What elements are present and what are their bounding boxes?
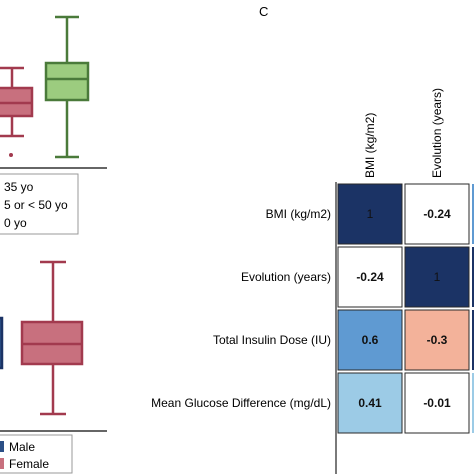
heatmap-cell-cropped [472,310,474,370]
heatmap-cell-value: -0.24 [423,207,451,221]
heatmap-cell-value: -0.3 [427,333,448,347]
heatmap-col-labels: BMI (kg/m2) Evolution (years) [363,88,444,178]
legend-bottom: Male Female [0,434,73,474]
heatmap-cell [404,372,470,434]
heatmap-cell-cropped [472,184,474,244]
heatmap-cells: 1 -0.24 -0.24 1 0.6 -0.3 0.41 -0.01 [337,183,474,434]
box-blue-box-edge [0,316,4,370]
correlation-heatmap: 1 -0.24 -0.24 1 0.6 -0.3 0.41 -0.01 BMI (kg/m2)… [151,88,474,474]
legend-top-item-3: 0 yo [4,216,27,230]
heatmap-cell [404,183,470,245]
heatmap-cell [337,372,403,434]
legend-female-swatch [0,458,4,469]
heatmap-cell-value: 0.6 [362,333,379,347]
legend-top: 35 yo 5 or < 50 yo 0 yo [0,173,79,235]
heatmap-cell-value: 1 [434,270,441,284]
box-plot-bottom [0,260,107,432]
legend-top-frame [0,173,79,235]
legend-male-swatch [0,441,4,452]
panel-label: C [259,4,268,19]
legend-male-label: Male [9,440,35,454]
heatmap-cell [404,246,470,308]
heatmap-row-labels: BMI (kg/m2) Evolution (years) Total Insuli… [151,207,331,410]
legend-top-item-1: 35 yo [4,180,34,194]
box-green-box [44,61,90,102]
heatmap-cell [337,246,403,308]
heatmap-row-label: Total Insulin Dose (IU) [213,333,331,347]
heatmap-cell [337,183,403,245]
heatmap-row-label: Mean Glucose Difference (mg/dL) [151,396,331,410]
box-pink-outlier [9,153,13,157]
heatmap-cell [404,309,470,371]
heatmap-cell-value: -0.24 [356,270,384,284]
heatmap-cell-cropped [472,373,474,433]
heatmap-cell-value: 1 [367,207,374,221]
heatmap-cell [337,309,403,371]
heatmap-cell-value: -0.01 [423,396,451,410]
legend-female-label: Female [9,457,49,471]
legend-top-item-2: 5 or < 50 yo [4,198,68,212]
heatmap-col-label: Evolution (years) [430,88,444,178]
legend-bottom-frame [0,434,73,474]
heatmap-cell-value: 0.41 [358,396,382,410]
box-plot-top [0,15,107,169]
heatmap-col-label: BMI (kg/m2) [363,113,377,178]
heatmap-row-label: BMI (kg/m2) [266,207,331,221]
heatmap-cell-cropped [472,247,474,307]
heatmap-row-label: Evolution (years) [241,270,331,284]
